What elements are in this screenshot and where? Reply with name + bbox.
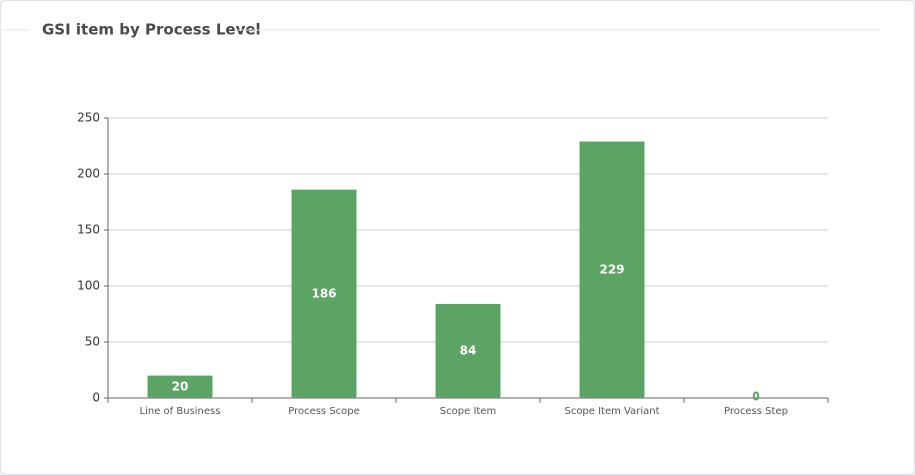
value-label: 186 — [311, 286, 336, 300]
bar — [291, 189, 357, 398]
bar — [579, 141, 645, 398]
y-tick-label: 250 — [77, 111, 100, 125]
value-label: 229 — [599, 262, 624, 276]
y-tick-label: 0 — [92, 391, 100, 405]
bar — [435, 303, 501, 398]
y-tick-label: 150 — [77, 223, 100, 237]
x-tick-label: Scope Item — [440, 406, 496, 417]
y-tick-label: 200 — [77, 167, 100, 181]
value-label: 0 — [753, 390, 760, 403]
value-label: 84 — [460, 343, 477, 357]
x-tick-label: Process Scope — [288, 406, 360, 417]
x-tick-label: Line of Business — [140, 406, 221, 417]
y-tick-label: 100 — [77, 279, 100, 293]
chart-title: GSI item by Process Level — [42, 21, 261, 39]
y-tick-label: 50 — [85, 335, 100, 349]
value-label: 20 — [172, 379, 189, 393]
x-tick-label: Scope Item Variant — [564, 406, 659, 417]
x-tick-label: Process Step — [724, 406, 788, 417]
bar — [147, 375, 213, 398]
